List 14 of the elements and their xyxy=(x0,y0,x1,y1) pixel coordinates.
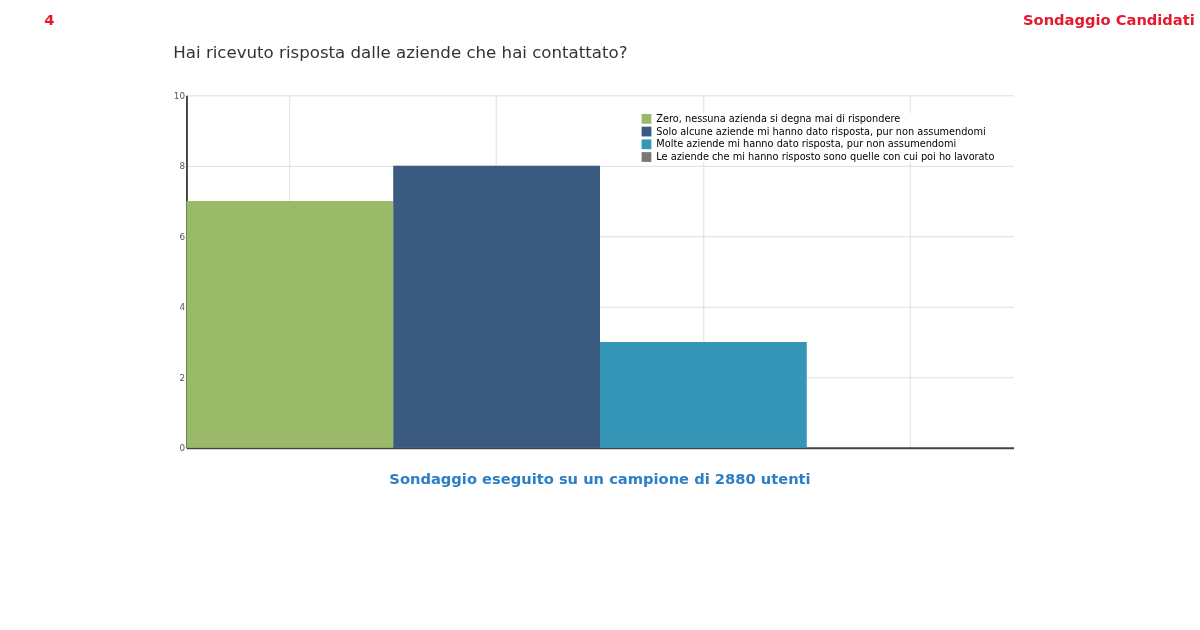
legend-label: Le aziende che mi hanno risposto sono quelle con cui poi ho lavorato xyxy=(656,150,995,162)
legend-label: Zero, nessuna azienda si degna mai di rispondere xyxy=(656,112,901,124)
chart-title: Hai ricevuto risposta dalle aziende che hai contattato? xyxy=(173,43,628,63)
y-tick-label: 0 xyxy=(179,443,186,454)
y-tick-label: 4 xyxy=(179,302,186,313)
y-tick-label: 6 xyxy=(179,231,186,242)
text: Sondaggio Candidati xyxy=(1023,10,1195,28)
y-tick-label: 2 xyxy=(179,372,185,383)
legend-label: Solo alcune aziende mi hanno dato risposta, pur non assumendomi xyxy=(656,125,986,137)
legend-label: Molte aziende mi hanno dato risposta, pur non assumendomi xyxy=(656,138,957,150)
y-tick-label: 10 xyxy=(173,90,186,101)
y-tick-label: 8 xyxy=(179,161,185,172)
text: 4 xyxy=(44,10,55,28)
text: Sondaggio eseguito su un campione di 2880 utenti xyxy=(389,469,811,487)
